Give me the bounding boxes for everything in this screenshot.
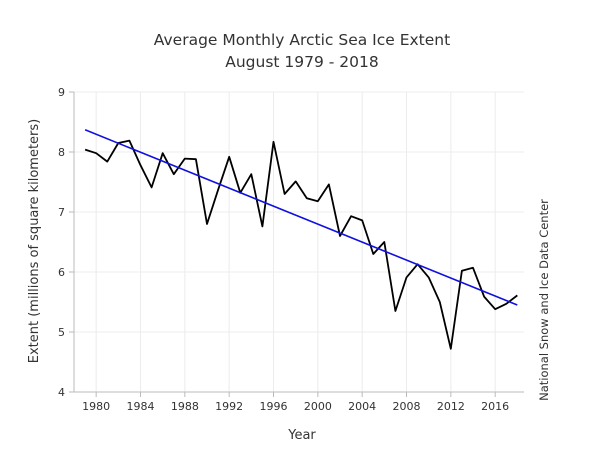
y-tick-label: 6 [58, 266, 65, 279]
x-tick-label: 1984 [127, 400, 155, 413]
trend-line [84, 129, 518, 306]
y-tick-label: 5 [58, 326, 65, 339]
y-tick-label: 9 [58, 86, 65, 99]
x-tick-label: 1988 [171, 400, 199, 413]
y-tick-label: 7 [58, 206, 65, 219]
x-ticks: 1980 1984 1988 1992 1996 2000 2004 2008 2012 2016 [82, 392, 509, 413]
x-tick-label: 1980 [82, 400, 110, 413]
source-credit: National Snow and Ice Data Center [537, 199, 551, 401]
y-ticks: 4 5 6 7 8 9 [58, 86, 74, 399]
chart-title: Average Monthly Arctic Sea Ice Extent [154, 31, 450, 49]
x-tick-label: 1992 [215, 400, 243, 413]
x-tick-label: 2004 [348, 400, 376, 413]
axes [73, 92, 524, 393]
x-tick-label: 1996 [260, 400, 288, 413]
series [84, 129, 518, 350]
grid [74, 91, 524, 392]
x-tick-label: 2000 [304, 400, 332, 413]
y-tick-label: 8 [58, 146, 65, 159]
x-tick-label: 2012 [437, 400, 465, 413]
x-tick-label: 2008 [393, 400, 421, 413]
y-tick-label: 4 [58, 386, 65, 399]
x-tick-label: 2016 [481, 400, 509, 413]
chart-subtitle: August 1979 - 2018 [225, 53, 379, 71]
x-axis-title: Year [287, 428, 316, 443]
extent-line [84, 139, 518, 350]
y-axis-title: Extent (millions of square kilometers) [27, 119, 42, 364]
